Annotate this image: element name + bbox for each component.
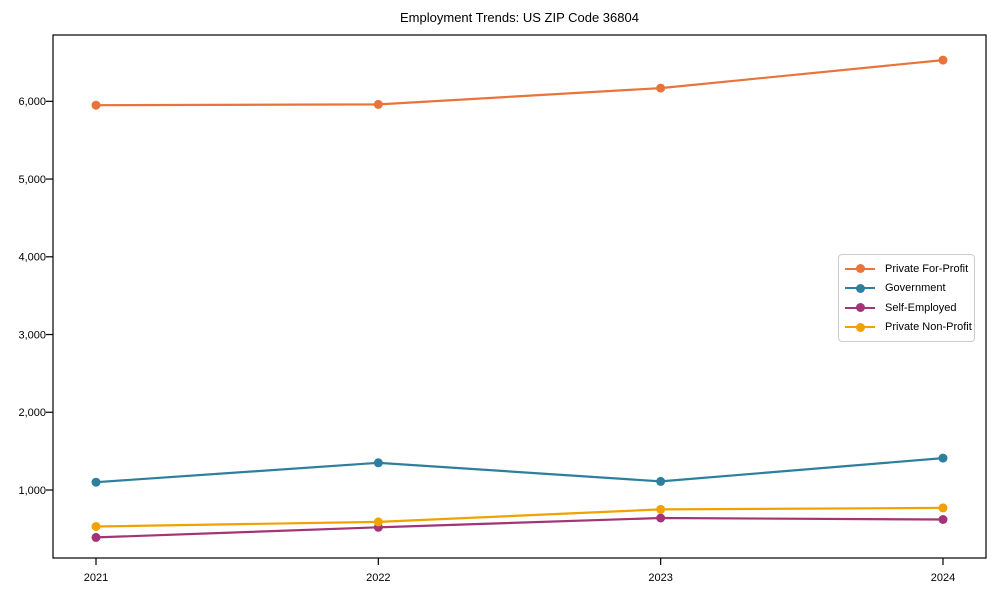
legend-label: Private Non-Profit (885, 321, 972, 334)
data-point (938, 55, 948, 65)
series-line-self-employed (94, 516, 945, 539)
data-point (938, 515, 948, 524)
data-point (91, 532, 101, 542)
data-point (373, 458, 383, 468)
legend-label: Self-Employed (885, 301, 957, 314)
data-point (656, 504, 666, 514)
y-tick-label: 5,000 (18, 174, 46, 186)
legend-item-private-non-profit: Private Non-Profit (845, 318, 972, 338)
chart-title: Employment Trends: US ZIP Code 36804 (400, 10, 639, 25)
data-point (91, 100, 101, 110)
legend-item-government: Government (845, 279, 966, 299)
line-marker-icon (845, 322, 875, 332)
y-tick-label: 2,000 (18, 407, 46, 419)
data-point (373, 99, 383, 109)
data-point (91, 477, 101, 487)
x-tick-label: 2021 (84, 572, 108, 584)
data-point (91, 522, 101, 531)
legend: Private For-Profit Government Self-Emplo… (838, 254, 975, 342)
legend-label: Private For-Profit (885, 262, 969, 275)
line-marker-icon (845, 283, 875, 293)
line-marker-icon (845, 264, 875, 274)
x-tick-label: 2022 (366, 572, 390, 584)
x-tick-label: 2023 (648, 572, 672, 584)
plot-border (52, 34, 987, 559)
data-point (373, 517, 383, 527)
data-point (938, 503, 948, 513)
series-line-private-for-profit (94, 58, 945, 107)
line-marker-icon (845, 303, 875, 313)
series-line-government (94, 457, 945, 484)
series-line-private-non-profit (94, 506, 945, 528)
legend-label: Government (885, 282, 946, 295)
data-point (656, 476, 666, 486)
y-tick-label: 6,000 (18, 96, 46, 108)
x-tick-label: 2024 (931, 572, 955, 584)
legend-item-self-employed: Self-Employed (845, 298, 966, 318)
data-point (656, 513, 666, 523)
data-point (938, 453, 948, 463)
y-tick-label: 1,000 (18, 485, 46, 497)
legend-item-private-for-profit: Private For-Profit (845, 259, 969, 279)
data-point (656, 83, 666, 93)
y-tick-label: 4,000 (18, 252, 46, 264)
y-tick-label: 3,000 (18, 329, 46, 341)
